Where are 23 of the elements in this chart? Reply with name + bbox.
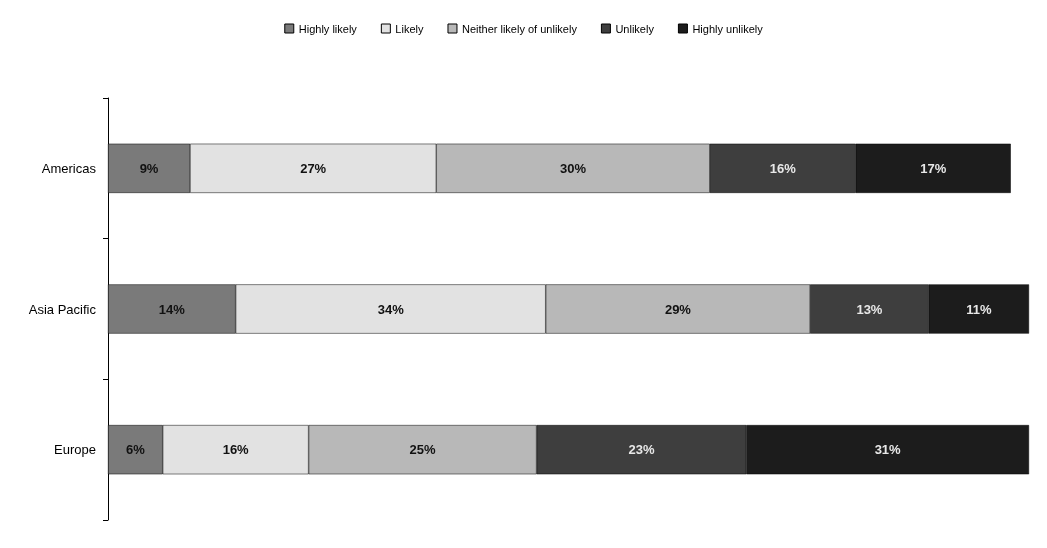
- data-label: 17%: [920, 160, 947, 176]
- legend-label: Highly likely: [298, 22, 358, 35]
- y-tick-label: Americas: [41, 160, 97, 176]
- data-label: 6%: [125, 442, 146, 458]
- legend-label: Unlikely: [615, 22, 655, 35]
- data-label: 30%: [560, 160, 587, 176]
- legend-label: Likely: [395, 22, 424, 35]
- y-tick-label: Europe: [54, 442, 96, 458]
- legend-label: Neither likely of unlikely: [461, 22, 578, 35]
- data-label: 34%: [377, 301, 405, 317]
- data-label: 29%: [664, 301, 692, 317]
- data-label: 16%: [222, 442, 250, 458]
- data-label: 9%: [139, 160, 159, 176]
- data-label: 31%: [874, 442, 902, 458]
- data-label: 27%: [300, 160, 327, 176]
- data-label: 11%: [966, 301, 992, 317]
- data-label: 23%: [628, 442, 655, 458]
- data-label: 14%: [158, 301, 186, 317]
- data-label: 13%: [856, 301, 883, 317]
- legend-label: Highly unlikely: [692, 22, 764, 35]
- data-label: 16%: [769, 160, 797, 176]
- y-tick-label: Asia Pacific: [28, 301, 97, 317]
- data-label: 25%: [409, 442, 437, 458]
